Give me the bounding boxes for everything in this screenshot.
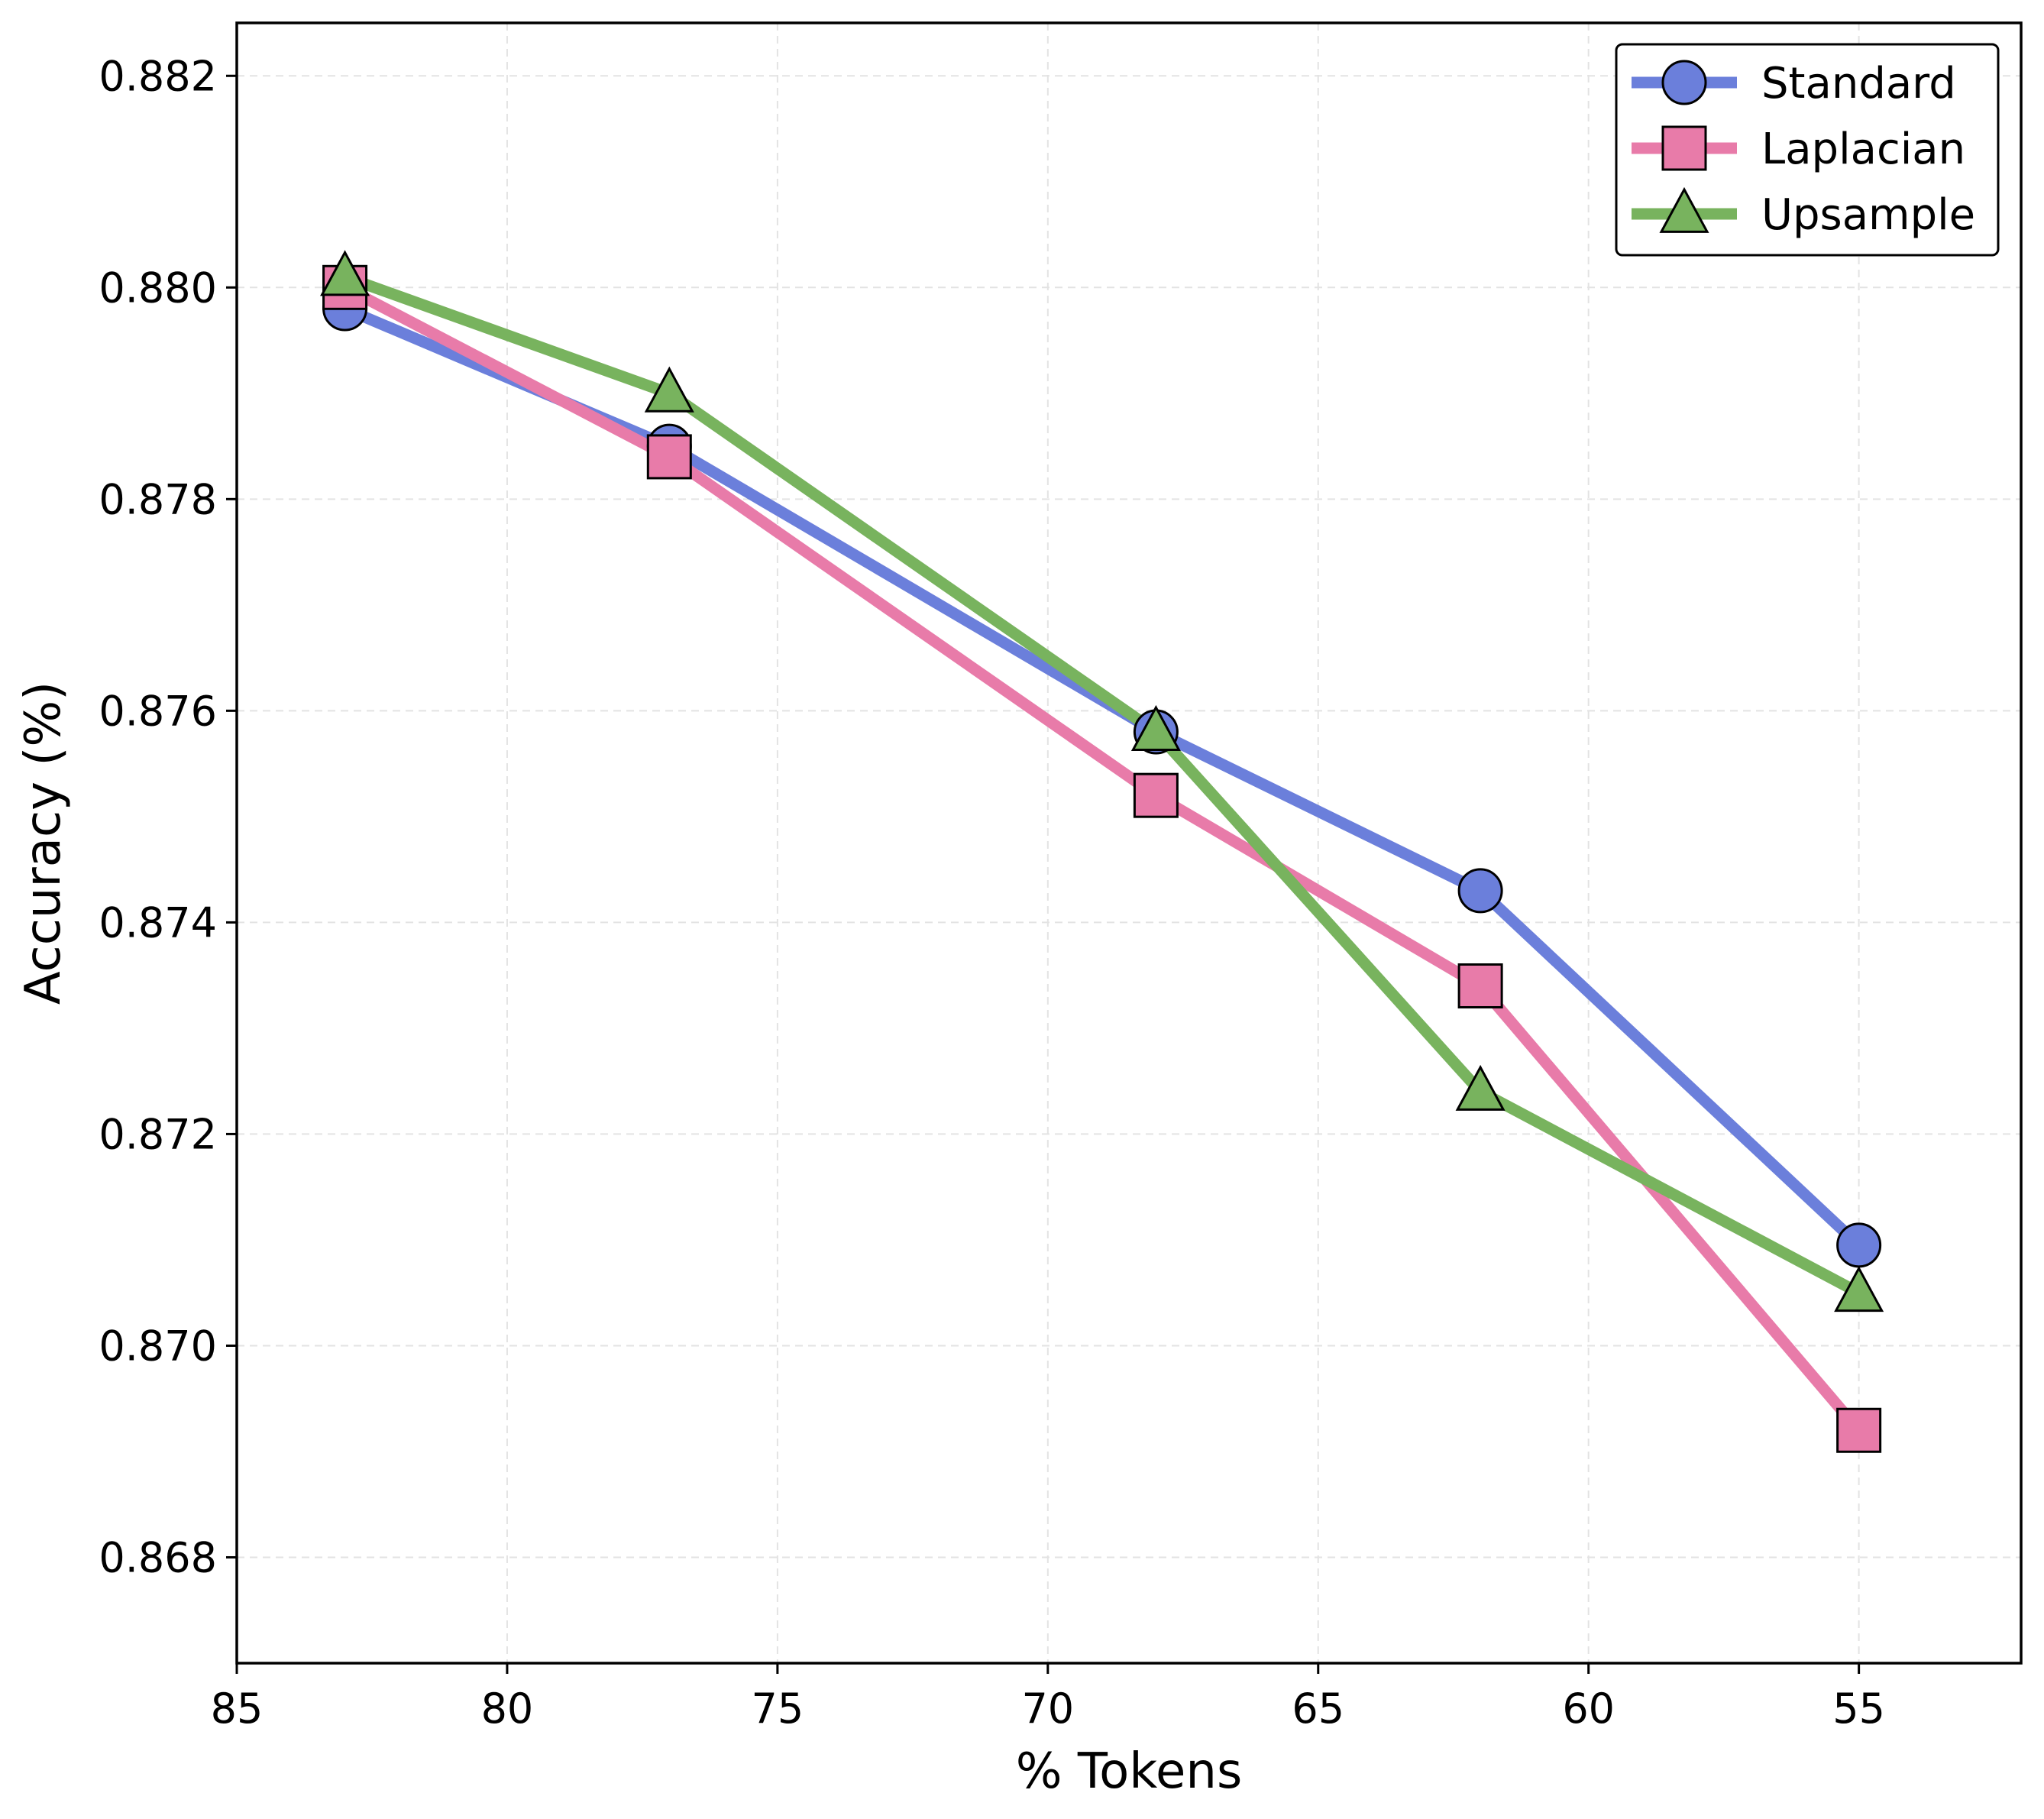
plot-frame <box>235 21 2023 1665</box>
x-tick-label: 75 <box>752 1685 804 1733</box>
series-lines <box>342 271 1864 1435</box>
y-axis-label: Accuracy (%) <box>15 681 72 1005</box>
series-line-standard <box>342 303 1863 1250</box>
y-tick-label: 0.878 <box>99 475 217 523</box>
y-tick-label: 0.868 <box>99 1533 217 1581</box>
legend-marker-upsample <box>1659 186 1709 233</box>
data-point-upsample <box>320 250 370 296</box>
data-point-laplacian <box>1836 1407 1882 1453</box>
legend: Standard Laplacian Upsample <box>1615 43 2000 257</box>
legend-label-upsample: Upsample <box>1761 190 1975 240</box>
legend-marker-standard <box>1661 60 1707 105</box>
x-tick-label: 60 <box>1562 1685 1615 1733</box>
data-point-laplacian <box>1457 963 1503 1008</box>
x-tick-label: 65 <box>1292 1685 1344 1733</box>
legend-label-standard: Standard <box>1761 59 1956 108</box>
series-line-upsample <box>343 271 1862 1298</box>
x-tick-label: 80 <box>481 1685 534 1733</box>
y-tick-label: 0.874 <box>99 898 217 947</box>
x-tick-label: 85 <box>211 1685 264 1733</box>
grid <box>236 23 2021 1663</box>
data-point-upsample <box>1834 1266 1884 1312</box>
data-point-laplacian <box>1133 772 1179 818</box>
y-tick-label: 0.870 <box>99 1322 217 1370</box>
y-tick-label: 0.872 <box>99 1110 217 1158</box>
x-tick-label: 55 <box>1832 1685 1885 1733</box>
legend-box <box>1615 43 2000 257</box>
data-point-upsample <box>1455 1064 1506 1111</box>
y-tick-label: 0.882 <box>99 52 217 100</box>
x-tick-label: 70 <box>1021 1685 1074 1733</box>
data-point-upsample <box>644 366 694 413</box>
series-line-laplacian <box>342 282 1864 1435</box>
data-point-upsample <box>1130 704 1181 751</box>
data-point-laplacian <box>646 434 692 480</box>
legend-label-laplacian: Laplacian <box>1761 125 1965 174</box>
y-tick-label: 0.876 <box>99 687 217 735</box>
series-markers <box>320 250 1884 1453</box>
data-point-standard <box>1836 1222 1882 1268</box>
y-tick-label: 0.880 <box>99 264 217 312</box>
x-axis-label: % Tokens <box>1016 1743 1243 1800</box>
data-point-standard <box>1457 868 1503 914</box>
axis-ticks: 85 80 75 70 65 60 55 0.868 0.870 0.872 0.874 0.876 0… <box>99 52 1885 1733</box>
legend-marker-laplacian <box>1661 125 1707 171</box>
